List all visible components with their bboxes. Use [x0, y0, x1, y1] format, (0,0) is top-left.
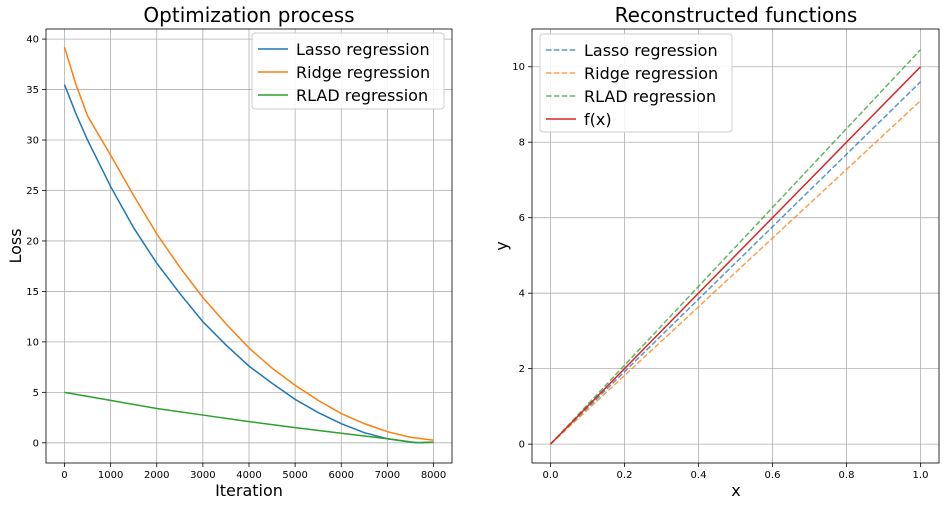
- legend-label: Ridge regression: [584, 64, 718, 83]
- y-tick-label: 0: [519, 440, 525, 451]
- y-tick-label: 35: [26, 85, 39, 96]
- axes-frame: [531, 28, 940, 464]
- series-line-rlad-regression: [64, 391, 434, 444]
- series-lines: [549, 49, 922, 445]
- legend-label: Lasso regression: [296, 40, 430, 59]
- y-axis-label: Loss: [6, 228, 25, 263]
- legend-label: Lasso regression: [584, 41, 718, 60]
- legend-label: RLAD regression: [296, 86, 428, 105]
- y-tick-label: 15: [26, 287, 39, 298]
- y-tick-label: 30: [26, 136, 39, 147]
- x-tick-label: 1000: [98, 470, 123, 481]
- legend: Lasso regression Ridge regression RLAD reg…: [539, 33, 733, 133]
- x-tick-label: 3000: [190, 470, 215, 481]
- axis-ticks: 0 1000 2000 3000 4000 5000 6000 7000 8000 0 5 10 15 2…: [26, 35, 446, 481]
- y-tick-label: 10: [26, 337, 39, 348]
- x-tick-label: 1.0: [913, 470, 929, 481]
- legend-box: [539, 33, 733, 133]
- axis-ticks: 0.0 0.2 0.4 0.6 0.8 1.0 0 2 4 6 8 10: [512, 62, 928, 481]
- x-tick-label: 0.0: [543, 470, 559, 481]
- y-tick-label: 6: [519, 213, 525, 224]
- x-axis-label: x: [731, 481, 740, 500]
- legend-label: RLAD regression: [584, 87, 716, 106]
- x-tick-label: 0.2: [617, 470, 633, 481]
- x-tick-label: 0.4: [691, 470, 707, 481]
- x-tick-label: 2000: [144, 470, 169, 481]
- y-axis-label: y: [492, 241, 511, 250]
- legend-label: Ridge regression: [296, 63, 430, 82]
- x-axis-label: Iteration: [215, 481, 283, 500]
- x-tick-label: 0: [61, 470, 67, 481]
- legend-label: f(x): [584, 110, 612, 129]
- series-line-rlad-regression: [549, 49, 922, 445]
- y-tick-label: 0: [33, 438, 39, 449]
- x-tick-label: 4000: [236, 470, 261, 481]
- y-tick-label: 40: [26, 35, 39, 46]
- x-tick-label: 7000: [375, 470, 400, 481]
- chart-reconstructed-functions: Reconstructed functions x y 0.0 0.2 0.4 0.6…: [492, 3, 940, 500]
- legend-box: [251, 32, 445, 110]
- y-tick-label: 4: [519, 289, 525, 300]
- y-tick-label: 5: [33, 388, 39, 399]
- y-tick-label: 10: [512, 62, 525, 73]
- x-tick-label: 8000: [421, 470, 446, 481]
- x-tick-label: 0.8: [839, 470, 855, 481]
- series-line-f-x: [549, 66, 922, 445]
- x-tick-label: 6000: [329, 470, 354, 481]
- series-line-ridge-regression: [549, 100, 922, 445]
- series-lines: [63, 46, 434, 444]
- x-tick-label: 5000: [282, 470, 307, 481]
- grid: [532, 29, 939, 463]
- chart-title: Optimization process: [143, 3, 354, 27]
- chart-optimization-process: Optimization process Iteration Loss 0 100…: [6, 3, 453, 500]
- y-tick-label: 20: [26, 236, 39, 247]
- series-line-ridge-regression: [63, 46, 434, 442]
- series-line-lasso-regression: [549, 81, 922, 445]
- y-tick-label: 8: [519, 138, 525, 149]
- x-tick-label: 0.6: [765, 470, 781, 481]
- legend: Lasso regression Ridge regression RLAD reg…: [251, 32, 445, 110]
- chart-title: Reconstructed functions: [615, 3, 858, 27]
- y-tick-label: 25: [26, 186, 39, 197]
- y-tick-label: 2: [519, 364, 525, 375]
